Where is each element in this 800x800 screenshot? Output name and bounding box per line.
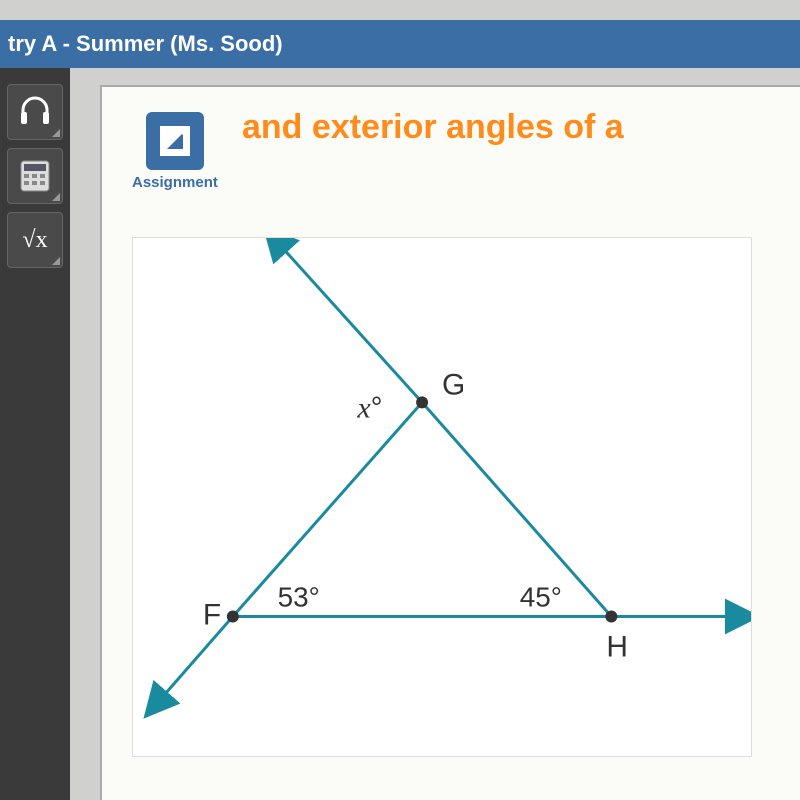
assignment-label: Assignment xyxy=(132,174,218,191)
sqrt-icon: √x xyxy=(22,227,47,254)
tool-palette: √x xyxy=(0,68,70,800)
angle-H-label: 45° xyxy=(520,582,562,613)
segment-FG xyxy=(233,402,422,616)
lesson-title-line: and exterior angles of a xyxy=(242,107,624,148)
course-header: try A - Summer (Ms. Sood) xyxy=(0,20,800,68)
ray-F-extension xyxy=(163,617,233,697)
vertex-F-label: F xyxy=(203,599,221,632)
assignment-indicator[interactable]: Assignment xyxy=(132,112,218,191)
lesson-title: and exterior angles of a xyxy=(242,107,624,148)
segment-GH xyxy=(422,402,611,616)
vertex-G-label: G xyxy=(442,368,465,401)
ray-G-extension xyxy=(283,248,422,402)
geometry-diagram: F G H 53° 45° x° xyxy=(132,237,752,757)
headphones-icon xyxy=(17,94,53,130)
vertex-G-point xyxy=(416,396,428,408)
angle-G-exterior-label: x° xyxy=(356,391,382,424)
vertex-F-point xyxy=(227,611,239,623)
calculator-tool-button[interactable] xyxy=(7,148,63,204)
angle-F-label: 53° xyxy=(278,582,320,613)
assignment-icon xyxy=(146,112,204,170)
vertex-H-label: H xyxy=(606,630,628,663)
calculator-icon xyxy=(18,159,52,193)
headphones-tool-button[interactable] xyxy=(7,84,63,140)
content-panel: Assignment and exterior angles of a xyxy=(100,85,800,800)
vertex-H-point xyxy=(605,611,617,623)
course-title: try A - Summer (Ms. Sood) xyxy=(8,31,283,57)
sqrt-tool-button[interactable]: √x xyxy=(7,212,63,268)
triangle-svg: F G H 53° 45° x° xyxy=(133,238,751,756)
